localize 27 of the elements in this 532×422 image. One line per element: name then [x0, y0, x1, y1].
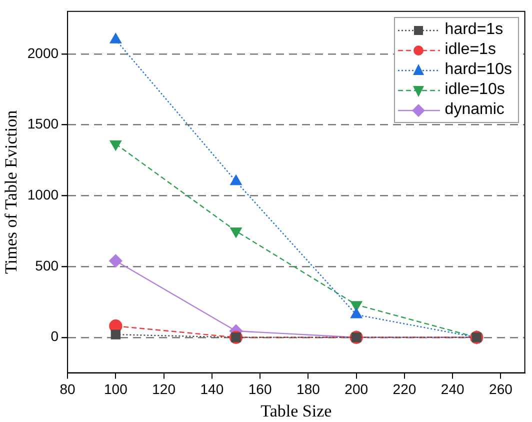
y-tick-label: 2000: [27, 44, 59, 61]
y-tick-label: 500: [35, 257, 59, 274]
x-axis-title: Table Size: [260, 401, 332, 420]
x-tick-label: 80: [60, 381, 76, 398]
x-tick-label: 240: [440, 381, 464, 398]
legend-label: dynamic: [444, 100, 504, 120]
x-tick-label: 180: [296, 381, 320, 398]
y-tick-label: 0: [50, 328, 59, 344]
point: [109, 254, 122, 268]
point: [110, 330, 121, 340]
legend-label: hard=10s: [444, 60, 512, 80]
legend-label: idle=10s: [444, 80, 505, 100]
point: [110, 33, 122, 44]
y-tick-label: 1000: [27, 186, 59, 203]
point: [350, 308, 362, 318]
y-axis-title: Times of Table Eviction: [2, 110, 21, 274]
x-tick-label: 100: [104, 381, 128, 398]
legend-label: idle=1s: [444, 40, 496, 60]
legend-label: hard=1s: [444, 20, 504, 40]
x-tick-label: 140: [200, 381, 224, 398]
x-tick-label: 120: [152, 381, 176, 398]
x-tick-label: 160: [248, 381, 272, 398]
y-tick-label: 1500: [27, 116, 59, 132]
x-tick-label: 200: [344, 381, 368, 398]
x-tick-label: 260: [489, 381, 513, 398]
point: [230, 174, 242, 186]
x-tick-label: 220: [392, 381, 416, 398]
